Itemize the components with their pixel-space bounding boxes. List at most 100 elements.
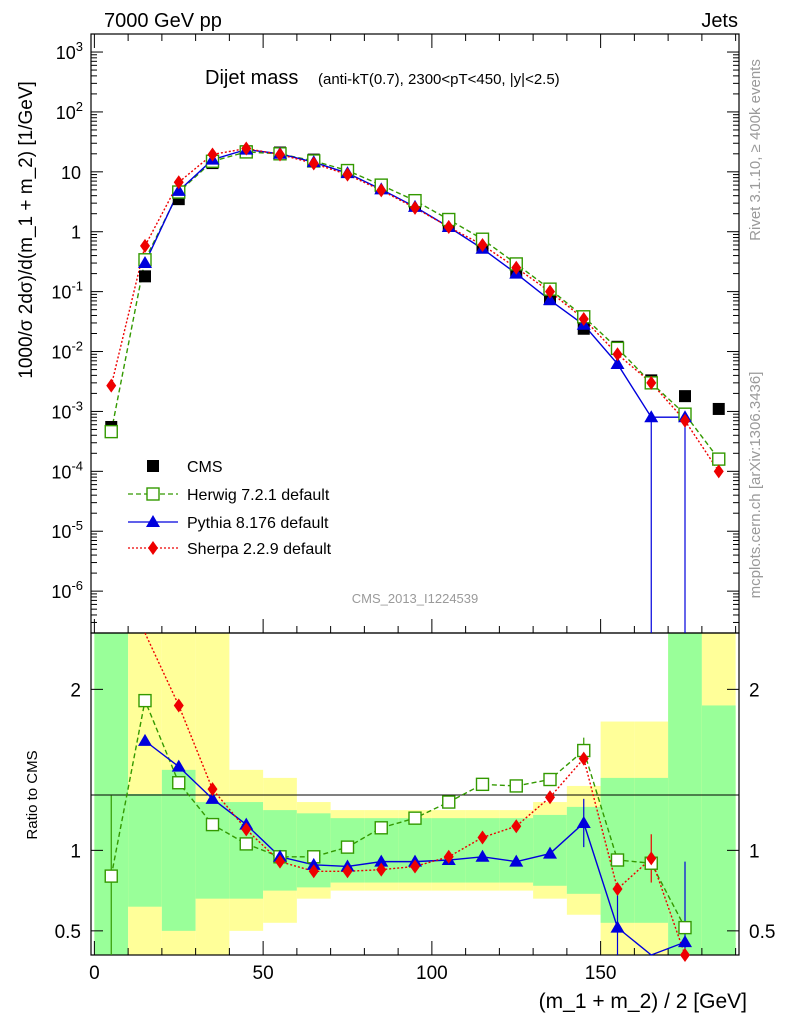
ratio-point-herwig [104, 869, 118, 883]
ratio-point-sherpa [680, 948, 690, 962]
y-tick-label: 103 [56, 39, 83, 63]
data-point-sherpa [342, 167, 353, 182]
y-tick-label: 10-3 [51, 398, 83, 422]
ratio-series-markers [104, 693, 692, 962]
data-point-pythia [543, 293, 557, 306]
ratio-point-sherpa [342, 864, 353, 879]
ratio-point-sherpa [443, 849, 454, 864]
ratio-y-tick-label: 0.5 [55, 922, 81, 943]
series-line-pythia [144, 148, 685, 418]
legend: CMS Herwig 7.2.1 default Pythia 8.176 de… [128, 459, 332, 558]
ratio-point-herwig [408, 811, 422, 825]
header-right-title: Jets [701, 10, 738, 32]
band-inner [701, 705, 736, 955]
data-point-pythia [610, 356, 625, 369]
data-point-sherpa [207, 147, 218, 162]
ratio-y-axis-label: Ratio to CMS [24, 750, 41, 839]
y-tick-label: 102 [56, 99, 83, 123]
chart-title: Dijet mass [205, 67, 298, 89]
ratio-point-sherpa [308, 864, 319, 879]
y-tick-label: 10-5 [51, 518, 83, 542]
ratio-plot-frame [90, 632, 740, 956]
data-point-sherpa [140, 238, 150, 253]
data-point-sherpa [410, 200, 420, 215]
ratio-y-tick-label: 1 [749, 841, 760, 862]
band-inner [161, 769, 196, 931]
data-point-sherpa [173, 175, 184, 190]
data-point-sherpa [713, 464, 724, 479]
data-point-sherpa [106, 378, 117, 393]
data-point-sherpa [241, 141, 252, 156]
ratio-point-sherpa [207, 782, 218, 797]
source-reference-label: mcplots.cern.ch [arXiv:1306.3436] [747, 372, 764, 599]
ratio-point-pythia [306, 857, 321, 870]
ratio-point-sherpa [410, 859, 420, 874]
ratio-point-sherpa [173, 698, 184, 713]
series-lines [110, 147, 720, 633]
legend-label-pythia: Pythia 8.176 default [187, 515, 329, 532]
y-tick-label: 10-2 [51, 339, 83, 363]
legend-marker-cms [147, 460, 159, 472]
data-point-pythia [171, 183, 186, 196]
ratio-point-sherpa [376, 862, 387, 877]
data-point-sherpa [443, 219, 454, 234]
ratio-point-herwig [475, 777, 490, 792]
ratio-point-sherpa [612, 881, 623, 896]
ratio-point-pythia [678, 935, 692, 948]
ratio-point-pythia [475, 849, 490, 862]
ratio-point-herwig [678, 920, 692, 935]
ratio-point-herwig [239, 837, 253, 851]
data-point-sherpa [376, 183, 387, 198]
band-inner [128, 794, 162, 907]
ratio-point-sherpa [477, 830, 488, 845]
main-y-axis-label: 1000/σ 2dσ)/d(m_1 + m_2) [1/GeV] [16, 81, 37, 379]
ratio-point-herwig [340, 840, 355, 854]
ratio-point-sherpa [275, 854, 285, 869]
ratio-point-herwig [442, 795, 456, 809]
x-tick-label: 150 [585, 963, 617, 984]
legend-marker-sherpa [148, 541, 158, 555]
y-tick-label: 1 [71, 223, 81, 243]
legend-marker-herwig [146, 487, 160, 501]
ratio-y-tick-label: 0.5 [749, 922, 775, 943]
ratio-point-herwig [610, 853, 625, 867]
y-tick-label: 10-1 [51, 279, 83, 303]
data-point-cms [139, 270, 151, 283]
header-left-title: 7000 GeV pp [104, 10, 222, 32]
ratio-point-herwig [172, 776, 186, 790]
data-point-sherpa [477, 238, 488, 253]
series-markers [104, 141, 726, 479]
data-point-herwig [712, 452, 726, 466]
data-point-cms [679, 390, 691, 403]
x-tick-label: 50 [253, 963, 274, 984]
y-tick-label: 10 [61, 163, 81, 183]
data-point-sherpa [646, 375, 657, 390]
ratio-point-sherpa [545, 790, 555, 805]
ratio-point-pythia [138, 733, 152, 746]
ratio-point-sherpa [241, 822, 252, 837]
ratio-point-sherpa [511, 819, 522, 834]
legend-label-cms: CMS [187, 459, 223, 476]
ratio-point-herwig [138, 693, 152, 708]
ratio-point-pythia [171, 759, 186, 772]
analysis-watermark: CMS_2013_I1224539 [352, 591, 479, 606]
rivet-version-label: Rivet 3.1.10, ≥ 400k events [747, 59, 764, 241]
ratio-y-tick-label: 2 [749, 680, 760, 701]
ratio-point-sherpa [578, 751, 589, 766]
ratio-point-pythia [576, 815, 591, 828]
legend-label-sherpa: Sherpa 2.2.9 default [187, 541, 332, 558]
data-point-sherpa [511, 260, 522, 275]
ratio-line-herwig [110, 698, 686, 928]
y-tick-label: 10-4 [51, 458, 83, 482]
data-point-cms [712, 402, 725, 415]
legend-label-herwig: Herwig 7.2.1 default [187, 487, 330, 504]
chart-subtitle: (anti-kT(0.7), 2300<pT<450, |y|<2.5) [318, 71, 560, 88]
ratio-point-herwig [205, 817, 220, 832]
band-inner [195, 802, 230, 899]
ratio-point-pythia [543, 846, 557, 859]
data-point-pythia [644, 410, 659, 423]
ratio-point-sherpa [646, 851, 657, 866]
data-point-pythia [138, 256, 152, 269]
data-point-sherpa [612, 347, 623, 362]
